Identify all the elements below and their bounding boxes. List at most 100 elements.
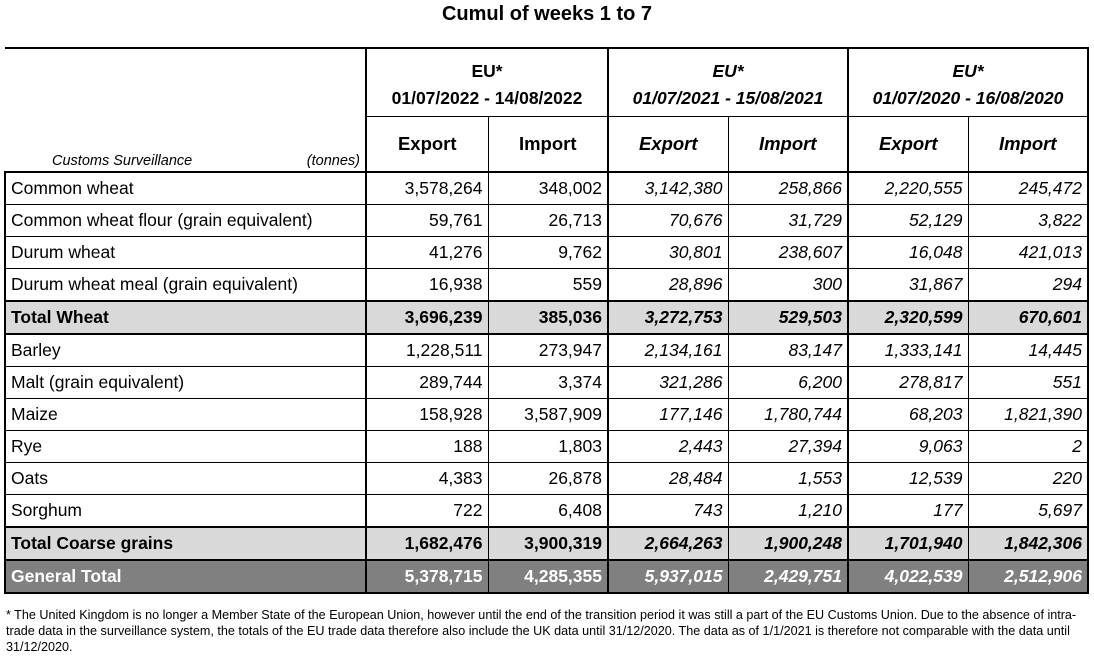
export-value: 4,383 — [365, 461, 489, 495]
export-value: 2,134,161 — [607, 333, 729, 367]
export-value: 5,378,715 — [365, 559, 489, 594]
import-value: 300 — [727, 267, 849, 301]
row-label: Oats — [4, 461, 367, 495]
table-row: Sorghum 722 6,408 743 1,210 177 5,697 — [4, 493, 1089, 527]
import-value: 3,374 — [487, 365, 609, 399]
export-value: 5,937,015 — [607, 559, 729, 594]
export-value: 2,664,263 — [607, 525, 729, 561]
footnote: * The United Kingdom is no longer a Memb… — [6, 608, 1077, 654]
table-row: Barley 1,228,511 273,947 2,134,161 83,147 1,3… — [4, 333, 1089, 367]
table-row: Common wheat 3,578,264 348,002 3,142,380 258… — [4, 171, 1089, 205]
export-value: 722 — [365, 493, 489, 527]
grain-trade-table: Customs Surveillance (tonnes) EU* EU* EU*… — [4, 47, 1089, 594]
export-value: 3,272,753 — [607, 299, 729, 335]
table-row: Maize 158,928 3,587,909 177,146 1,780,744 68,… — [4, 397, 1089, 431]
export-header: Export — [607, 115, 729, 173]
period-dates: 01/07/2021 - 15/08/2021 — [607, 82, 849, 116]
import-value: 1,780,744 — [727, 397, 849, 431]
table-row: General Total 5,378,715 4,285,355 5,937,015… — [4, 559, 1089, 594]
export-value: 3,142,380 — [607, 171, 729, 205]
row-label: Total Coarse grains — [4, 525, 367, 561]
export-value: 68,203 — [847, 397, 969, 431]
import-value: 1,821,390 — [967, 397, 1089, 431]
export-value: 188 — [365, 429, 489, 463]
import-value: 3,822 — [967, 203, 1089, 237]
export-value: 30,801 — [607, 235, 729, 269]
import-value: 2,429,751 — [727, 559, 849, 594]
export-value: 16,048 — [847, 235, 969, 269]
import-value: 26,878 — [487, 461, 609, 495]
table-row: Total Coarse grains 1,682,476 3,900,319 2,6… — [4, 525, 1089, 561]
page-title: Cumul of weeks 1 to 7 — [441, 3, 653, 25]
import-header: Import — [487, 115, 609, 173]
export-value: 1,701,940 — [847, 525, 969, 561]
export-header: Export — [847, 115, 969, 173]
import-value: 1,210 — [727, 493, 849, 527]
export-value: 321,286 — [607, 365, 729, 399]
import-value: 2,512,906 — [967, 559, 1089, 594]
export-value: 3,696,239 — [365, 299, 489, 335]
period-region: EU* — [365, 48, 609, 82]
export-value: 9,063 — [847, 429, 969, 463]
import-value: 4,285,355 — [487, 559, 609, 594]
import-value: 258,866 — [727, 171, 849, 205]
table-row: Oats 4,383 26,878 28,484 1,553 12,539 220 — [4, 461, 1089, 495]
row-label: Durum wheat — [4, 235, 367, 269]
import-header: Import — [967, 115, 1089, 173]
export-value: 1,682,476 — [365, 525, 489, 561]
period-region: EU* — [607, 48, 849, 82]
import-value: 245,472 — [967, 171, 1089, 205]
export-value: 1,228,511 — [365, 333, 489, 367]
import-value: 551 — [967, 365, 1089, 399]
import-value: 348,002 — [487, 171, 609, 205]
import-value: 26,713 — [487, 203, 609, 237]
import-value: 385,036 — [487, 299, 609, 335]
row-label: Total Wheat — [4, 299, 367, 335]
row-label: Rye — [4, 429, 367, 463]
export-value: 158,928 — [365, 397, 489, 431]
export-value: 12,539 — [847, 461, 969, 495]
table-row: Common wheat flour (grain equivalent) 59,… — [4, 203, 1089, 237]
export-value: 3,578,264 — [365, 171, 489, 205]
import-value: 3,587,909 — [487, 397, 609, 431]
import-value: 5,697 — [967, 493, 1089, 527]
export-value: 2,443 — [607, 429, 729, 463]
import-value: 31,729 — [727, 203, 849, 237]
row-label: Malt (grain equivalent) — [4, 365, 367, 399]
import-value: 6,200 — [727, 365, 849, 399]
import-value: 14,445 — [967, 333, 1089, 367]
import-value: 220 — [967, 461, 1089, 495]
table-row: Total Wheat 3,696,239 385,036 3,272,753 529,… — [4, 299, 1089, 335]
row-label: Maize — [4, 397, 367, 431]
import-value: 6,408 — [487, 493, 609, 527]
label-header-text: Customs Surveillance — [52, 152, 193, 169]
row-label: Common wheat flour (grain equivalent) — [4, 203, 367, 237]
import-value: 27,394 — [727, 429, 849, 463]
table-row: Durum wheat meal (grain equivalent) 16,93… — [4, 267, 1089, 301]
import-value: 83,147 — [727, 333, 849, 367]
import-value: 670,601 — [967, 299, 1089, 335]
import-value: 529,503 — [727, 299, 849, 335]
import-value: 238,607 — [727, 235, 849, 269]
import-value: 294 — [967, 267, 1089, 301]
export-value: 289,744 — [365, 365, 489, 399]
row-label: Durum wheat meal (grain equivalent) — [4, 267, 367, 301]
import-value: 273,947 — [487, 333, 609, 367]
import-value: 559 — [487, 267, 609, 301]
import-value: 2 — [967, 429, 1089, 463]
table-row: Durum wheat 41,276 9,762 30,801 238,607 16,04… — [4, 235, 1089, 269]
export-value: 52,129 — [847, 203, 969, 237]
export-value: 1,333,141 — [847, 333, 969, 367]
period-dates: 01/07/2020 - 16/08/2020 — [847, 82, 1089, 116]
import-value: 1,900,248 — [727, 525, 849, 561]
import-value: 421,013 — [967, 235, 1089, 269]
label-header: Customs Surveillance (tonnes) — [5, 48, 366, 173]
export-value: 2,220,555 — [847, 171, 969, 205]
import-value: 9,762 — [487, 235, 609, 269]
export-value: 31,867 — [847, 267, 969, 301]
import-header: Import — [727, 115, 849, 173]
table-row: Malt (grain equivalent) 289,744 3,374 321,2… — [4, 365, 1089, 399]
import-value: 1,553 — [727, 461, 849, 495]
period-dates: 01/07/2022 - 14/08/2022 — [365, 82, 609, 116]
period-region: EU* — [847, 48, 1089, 82]
